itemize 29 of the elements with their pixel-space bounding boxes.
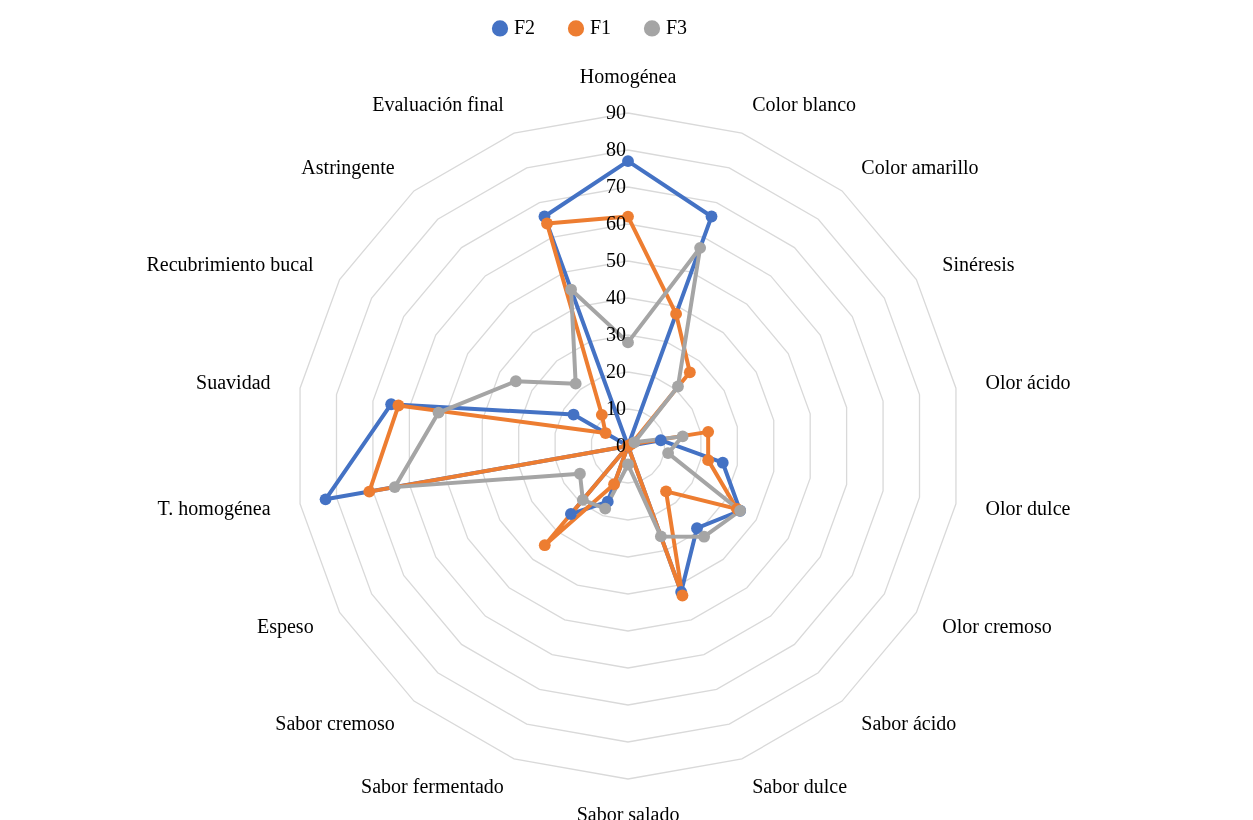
spoke-label: Sabor salado xyxy=(576,802,680,820)
spoke-label: Sabor ácido xyxy=(861,712,957,735)
spoke-label: Sabor dulce xyxy=(752,775,848,798)
spoke-label: Color amarillo xyxy=(861,155,979,178)
spoke-label: Color blanco xyxy=(752,92,857,115)
spoke-label: Astringente xyxy=(301,155,395,179)
y-tick-label: 90 xyxy=(606,101,626,123)
legend-label: F1 xyxy=(590,16,612,39)
spoke-label: Olor dulce xyxy=(985,497,1071,520)
spoke-label: Olor cremoso xyxy=(942,615,1052,638)
y-tick-label: 70 xyxy=(606,175,626,197)
spoke-label: Espeso xyxy=(256,615,314,639)
y-tick-label: 50 xyxy=(606,249,626,271)
y-tick-label: 20 xyxy=(606,360,626,382)
legend-label: F3 xyxy=(666,16,688,39)
spoke-label: Recubrimiento bucal xyxy=(146,252,315,275)
y-tick-label: 40 xyxy=(606,286,626,308)
legend-label: F2 xyxy=(514,16,536,39)
spoke-label: Sabor cremoso xyxy=(275,712,395,735)
y-tick-label: 60 xyxy=(606,212,626,234)
spoke-label: Evaluación final xyxy=(372,92,505,115)
spoke-label: Homogénea xyxy=(579,65,677,89)
spoke-label: Olor ácido xyxy=(985,370,1071,393)
spoke-label: Sabor fermentado xyxy=(361,775,504,798)
spoke-label: Sinéresis xyxy=(942,252,1015,275)
y-tick-label: 80 xyxy=(606,138,626,160)
y-tick-label: 30 xyxy=(606,323,626,345)
spoke-label: T. homogénea xyxy=(157,497,271,521)
spoke-label: Suavidad xyxy=(196,370,271,393)
